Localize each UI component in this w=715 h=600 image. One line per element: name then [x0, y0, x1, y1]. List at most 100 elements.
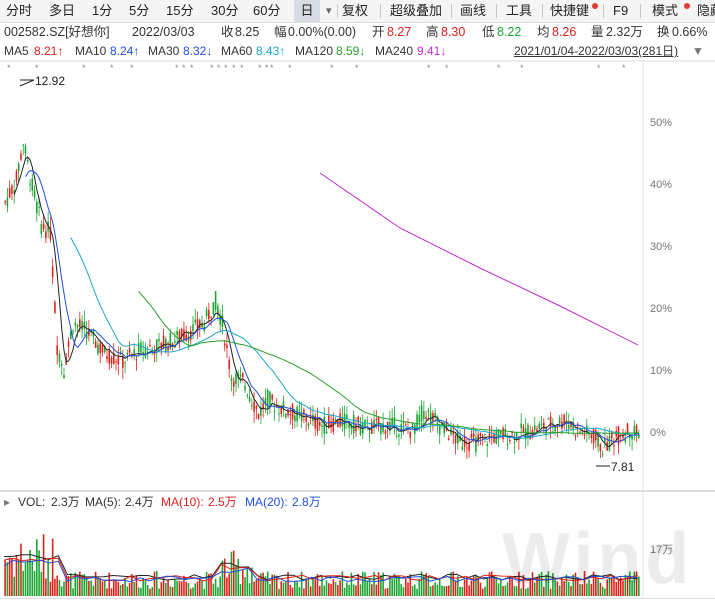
candle-body	[477, 434, 479, 441]
candle-body	[337, 420, 339, 428]
volume-bar	[140, 587, 142, 596]
change-value: 0.00%(0.00)	[288, 25, 357, 39]
volume-bar	[226, 577, 228, 596]
volume-bar	[495, 577, 498, 596]
candle-body	[74, 322, 77, 326]
candle-body	[198, 320, 201, 328]
candle-body	[223, 343, 226, 346]
candle-body	[599, 444, 602, 451]
event-star-icon: *	[175, 63, 179, 73]
tab-multiday[interactable]: 多日	[49, 3, 76, 18]
dropdown-arrow-icon[interactable]: ▾	[326, 5, 332, 17]
volume-bar	[248, 583, 251, 596]
tab-timeshare[interactable]: 分时	[6, 3, 33, 18]
candle-body	[570, 422, 572, 428]
candle-body	[56, 345, 58, 355]
candle-body	[447, 438, 450, 440]
restore-rights-button[interactable]: 复权	[342, 3, 369, 18]
candle-body	[608, 436, 611, 451]
candle-body	[411, 422, 414, 425]
volume-label: 量	[591, 25, 604, 39]
axis-label-10: 10%	[650, 365, 673, 377]
candle-body	[414, 424, 416, 434]
separator	[603, 4, 604, 18]
candle-body	[31, 178, 34, 191]
volume-bar	[321, 575, 323, 596]
volume-bar	[377, 572, 380, 596]
tab-30min[interactable]: 30分	[211, 3, 239, 18]
volume-bar	[232, 550, 235, 596]
tab-15min[interactable]: 15分	[166, 3, 194, 18]
candle-body	[371, 422, 373, 434]
candle-body	[502, 427, 504, 440]
stock-code[interactable]: 002582.SZ[好想你]	[4, 25, 110, 39]
vol-ma5-label: MA(5):	[85, 495, 121, 509]
candle-body	[327, 415, 330, 429]
volume-bar	[497, 583, 500, 596]
candle-body	[382, 423, 384, 432]
candle-body	[142, 351, 144, 353]
candle-body	[373, 419, 375, 428]
volume-bar	[420, 571, 423, 596]
tab-1min[interactable]: 1分	[92, 3, 113, 18]
volume-bar	[402, 587, 405, 596]
candle-body	[239, 374, 242, 377]
volume-bar	[176, 580, 178, 596]
tab-day[interactable]: 日	[294, 0, 320, 22]
candle-body	[212, 302, 215, 315]
candle-body	[119, 351, 122, 355]
volume-bar	[287, 571, 289, 596]
candle-body	[359, 423, 362, 435]
template-button[interactable]: 模式	[652, 3, 679, 18]
candle-body	[287, 409, 289, 416]
candle-body	[187, 336, 190, 342]
shortcuts-button[interactable]: 快捷键	[550, 3, 590, 18]
tab-5min[interactable]: 5分	[129, 3, 150, 18]
volume-bar	[269, 583, 271, 596]
candle-body	[400, 424, 403, 431]
candle-body	[325, 431, 328, 434]
collapse-icon[interactable]: ▸	[4, 495, 11, 509]
date-range[interactable]: 2021/01/04-2022/03/03(281日)	[514, 44, 679, 58]
candle-body	[45, 231, 47, 239]
volume-bar	[350, 572, 353, 596]
ma30-line	[70, 237, 640, 439]
volume-bar	[271, 574, 273, 596]
tools-button[interactable]: 工具	[506, 3, 533, 18]
candle-body	[558, 417, 561, 424]
volume-bar	[459, 586, 461, 596]
event-star-icon: *	[240, 63, 244, 73]
candle-body	[538, 423, 541, 430]
candle-body	[271, 394, 273, 400]
candle-body	[588, 432, 590, 435]
volume-bar	[153, 571, 156, 596]
candle-body	[384, 430, 387, 434]
candle-body	[443, 422, 446, 434]
candle-body	[117, 356, 120, 365]
candle-body	[509, 440, 511, 442]
ma5-line	[13, 156, 640, 448]
f9-button[interactable]: F9	[613, 3, 629, 18]
draw-line-button[interactable]: 画线	[460, 3, 487, 18]
candle-body	[531, 429, 534, 437]
candle-body	[427, 410, 430, 412]
super-overlay-button[interactable]: 超级叠加	[390, 3, 443, 18]
candle-body	[171, 343, 174, 347]
event-star-icon: *	[270, 63, 274, 73]
candle-body	[235, 373, 237, 385]
candle-body	[493, 433, 495, 443]
volume-bar	[29, 550, 31, 596]
candle-body	[452, 431, 455, 435]
candle-body	[592, 429, 595, 444]
volume-bar	[165, 583, 167, 596]
event-star-icon: *	[232, 63, 236, 73]
hide-button[interactable]: 隐藏	[697, 3, 715, 18]
tab-60min[interactable]: 60分	[253, 3, 281, 18]
candle-body	[214, 291, 217, 310]
volume-bar	[264, 576, 267, 596]
volume-bar	[33, 570, 36, 596]
volume-bar	[323, 585, 326, 596]
event-star-icon: *	[355, 63, 359, 73]
volume-bar	[124, 577, 126, 596]
dropdown-arrow-icon[interactable]: ▼	[692, 44, 704, 58]
